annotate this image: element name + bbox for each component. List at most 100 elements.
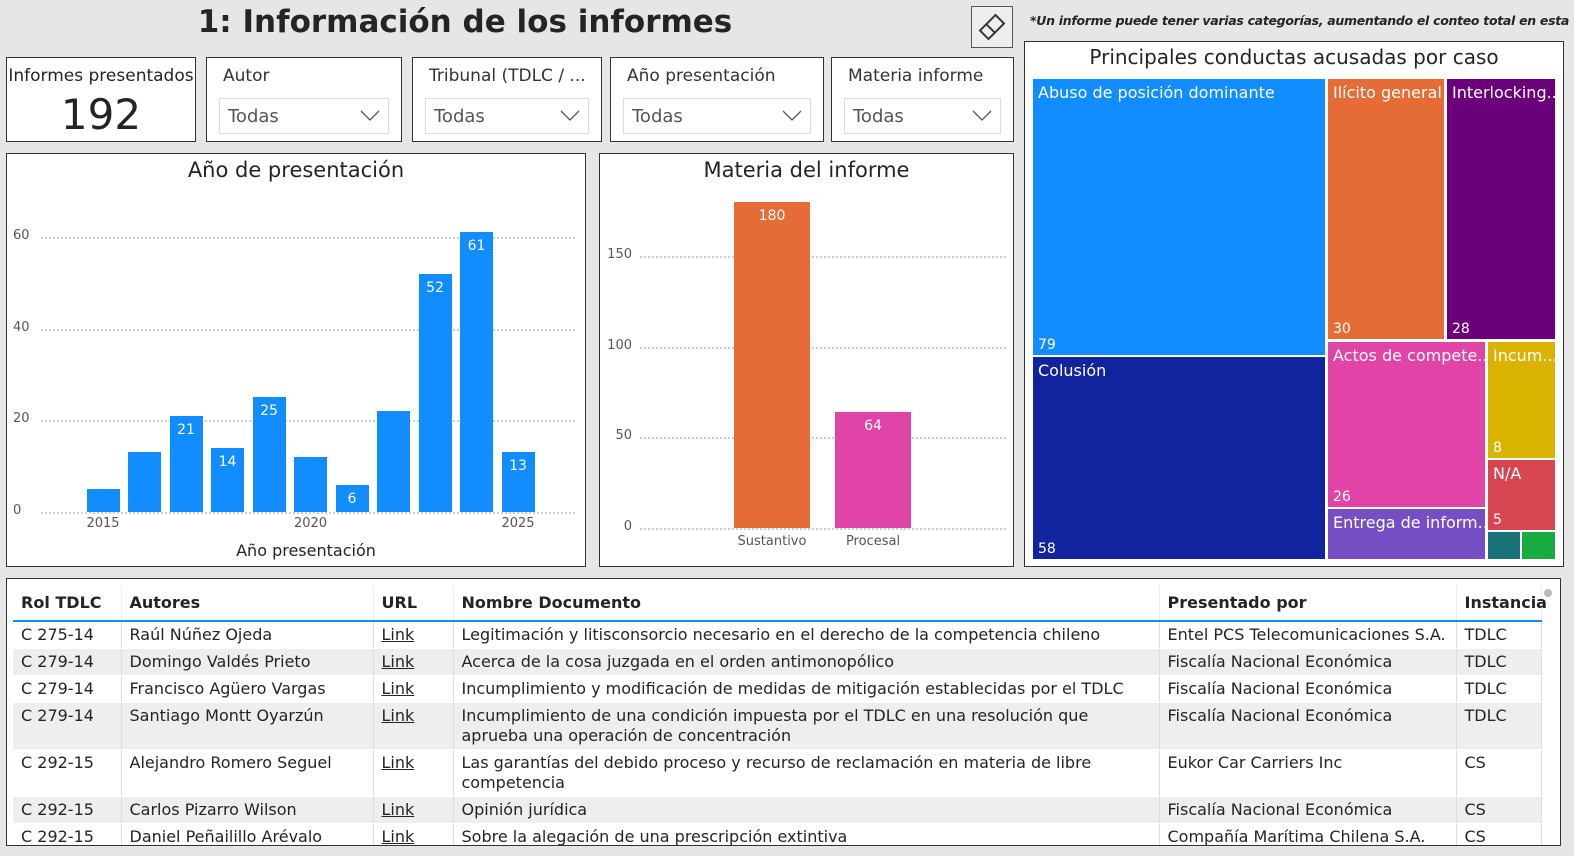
- gridline: [41, 328, 575, 331]
- table-cell: Link: [373, 823, 454, 846]
- table-cell: Incumplimiento y modificación de medidas…: [453, 675, 1160, 703]
- column-header[interactable]: URL: [373, 585, 454, 622]
- gridline: [41, 237, 575, 239]
- bar-sustantivo[interactable]: [734, 201, 810, 528]
- document-link[interactable]: Link: [381, 706, 415, 725]
- table-cell: Link: [373, 648, 454, 676]
- y-tick-label: 50: [615, 428, 632, 444]
- treemap-tile[interactable]: Colusión 58: [1033, 357, 1325, 559]
- data-label: 21: [177, 421, 195, 438]
- table-cell: Las garantías del debido proceso y recur…: [453, 749, 1160, 797]
- table-row[interactable]: C 292-15 Carlos Pizarro Wilson Link Opinión…: [13, 796, 1542, 824]
- informes-table: Rol TDLC Autores URL Nombre Documento Presen…: [6, 578, 1561, 846]
- data-label: 61: [467, 238, 486, 255]
- anio-dropdown[interactable]: Todas: [623, 98, 811, 134]
- gridline: [640, 256, 1006, 258]
- bar-2020[interactable]: [294, 457, 327, 512]
- bar-2022[interactable]: [377, 411, 410, 512]
- year-chart: Año de presentación Año presentación 0 20…: [6, 153, 586, 567]
- x-tick-label: 2015: [86, 516, 120, 531]
- table-cell: Santiago Montt Oyarzún: [121, 702, 374, 750]
- materia-dropdown[interactable]: Todas: [844, 98, 1001, 134]
- treemap-tile[interactable]: [1522, 532, 1555, 559]
- table-row[interactable]: C 292-15 Alejandro Romero Seguel Link Las g…: [13, 749, 1542, 797]
- data-label: 25: [260, 403, 278, 420]
- document-link[interactable]: Link: [381, 800, 415, 819]
- filter-label: Año presentación: [627, 66, 776, 86]
- bar-2018[interactable]: [211, 447, 244, 512]
- y-tick-label: 20: [13, 411, 30, 427]
- autor-dropdown[interactable]: Todas: [219, 98, 389, 134]
- filter-label: Autor: [223, 66, 270, 86]
- treemap-tile[interactable]: N/A 5: [1488, 460, 1555, 530]
- treemap-tile[interactable]: Incum... 8: [1488, 342, 1555, 458]
- tile-value: 79: [1038, 337, 1056, 353]
- table-cell: Sobre la alegación de una prescripción e…: [453, 823, 1160, 845]
- data-label: 14: [218, 453, 237, 470]
- table-row[interactable]: C 292-15 Daniel Peñailillo Arévalo Link Sob…: [13, 823, 1542, 846]
- column-header[interactable]: Autores: [121, 585, 374, 622]
- tile-value: 26: [1333, 489, 1351, 505]
- table-cell: Fiscalía Nacional Económica: [1159, 796, 1457, 824]
- bar-2016[interactable]: [128, 452, 161, 512]
- table-cell: CS: [1456, 749, 1542, 797]
- x-tick-label: Procesal: [845, 534, 901, 549]
- table-cell: Acerca de la cosa juzgada en el orden an…: [453, 648, 1160, 676]
- table-cell: Francisco Agüero Vargas: [121, 675, 374, 703]
- treemap-tile[interactable]: [1488, 532, 1520, 559]
- column-header[interactable]: Rol TDLC: [13, 585, 122, 622]
- page-title: 1: Información de los informes: [197, 4, 733, 40]
- tile-label: Interlocking...: [1452, 83, 1555, 102]
- tile-value: 8: [1493, 440, 1502, 456]
- tribunal-dropdown[interactable]: Todas: [425, 98, 589, 134]
- bar-2021[interactable]: [335, 484, 369, 512]
- table-cell: Fiscalía Nacional Económica: [1159, 648, 1457, 676]
- bar-2017[interactable]: [169, 415, 203, 512]
- chart-title: Principales conductas acusadas por caso: [1089, 45, 1499, 69]
- x-tick-label: 2025: [501, 516, 535, 531]
- chart-title: Materia del informe: [703, 158, 910, 182]
- bar-2015[interactable]: [86, 489, 120, 512]
- column-header[interactable]: Instancia: [1456, 585, 1547, 622]
- tile-label: Entrega de inform...: [1333, 513, 1485, 532]
- table-cell: Incumplimiento de una condición impuesta…: [453, 702, 1160, 750]
- column-header[interactable]: Presentado por: [1159, 585, 1457, 622]
- x-tick-label: Sustantivo: [737, 534, 807, 549]
- scrollbar[interactable]: [1544, 589, 1552, 597]
- table-row[interactable]: C 279-14 Santiago Montt Oyarzún Link Incump…: [13, 702, 1542, 750]
- filter-label: Materia informe: [848, 66, 984, 86]
- tile-label: Actos de compete...: [1333, 346, 1485, 365]
- table-cell: C 279-14: [13, 648, 122, 676]
- data-label: 13: [509, 458, 527, 475]
- treemap-tile[interactable]: Ilícito general 30: [1328, 79, 1444, 339]
- bar-2019[interactable]: [252, 397, 286, 512]
- bar-procesal[interactable]: [835, 411, 911, 528]
- chevron-down-icon: [782, 110, 802, 121]
- table-row[interactable]: C 279-14 Francisco Agüero Vargas Link Incum…: [13, 675, 1542, 703]
- table-cell: CS: [1456, 796, 1542, 824]
- dropdown-value: Todas: [228, 105, 279, 127]
- table-row[interactable]: C 279-14 Domingo Valdés Prieto Link Acerca …: [13, 648, 1542, 676]
- document-link[interactable]: Link: [381, 753, 415, 772]
- treemap-tile[interactable]: Entrega de inform...: [1328, 509, 1485, 559]
- treemap-tile[interactable]: Actos de compete... 26: [1328, 342, 1485, 507]
- bar-2025[interactable]: [501, 452, 535, 512]
- document-link[interactable]: Link: [381, 679, 415, 698]
- treemap-tile[interactable]: Interlocking... 28: [1447, 79, 1555, 339]
- table-cell: Carlos Pizarro Wilson: [121, 796, 374, 824]
- document-link[interactable]: Link: [381, 625, 415, 644]
- treemap-tile[interactable]: Abuso de posición dominante 79: [1033, 79, 1325, 355]
- bar-2023[interactable]: [418, 273, 452, 512]
- document-link[interactable]: Link: [381, 652, 415, 671]
- column-header[interactable]: Nombre Documento: [453, 585, 1160, 622]
- document-link[interactable]: Link: [381, 827, 415, 846]
- table-row[interactable]: C 275-14 Raúl Núñez Ojeda Link Legitimación…: [13, 621, 1542, 649]
- tile-value: 30: [1333, 321, 1351, 337]
- conductas-treemap: Principales conductas acusadas por caso …: [1024, 41, 1564, 567]
- gridline: [41, 512, 575, 514]
- clear-filters-button[interactable]: [971, 6, 1013, 48]
- bar-2024[interactable]: [460, 232, 493, 512]
- tile-value: 28: [1452, 321, 1470, 337]
- filter-autor: Autor Todas: [206, 57, 402, 142]
- tile-value: 5: [1493, 512, 1502, 528]
